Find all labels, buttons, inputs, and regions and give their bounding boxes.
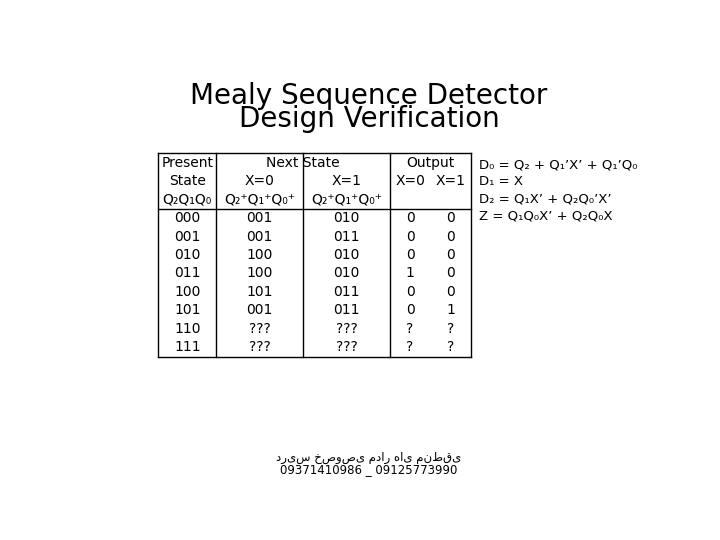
Text: 010: 010 <box>174 248 200 262</box>
Text: 0: 0 <box>405 230 415 244</box>
Text: Q₂⁺Q₁⁺Q₀⁺: Q₂⁺Q₁⁺Q₀⁺ <box>224 193 295 206</box>
Text: 1: 1 <box>405 266 415 280</box>
Text: 010: 010 <box>333 248 360 262</box>
Text: ???: ??? <box>336 322 357 336</box>
Text: 011: 011 <box>333 230 360 244</box>
Text: 0: 0 <box>446 248 455 262</box>
Text: ?: ? <box>446 322 454 336</box>
Text: ?: ? <box>407 322 414 336</box>
Text: 011: 011 <box>333 285 360 299</box>
Text: 001: 001 <box>246 211 273 225</box>
Text: 011: 011 <box>174 266 200 280</box>
Text: ???: ??? <box>249 340 271 354</box>
Text: State: State <box>168 174 206 188</box>
Text: 0: 0 <box>446 266 455 280</box>
Text: 0: 0 <box>405 248 415 262</box>
Text: دریس خصوصی مدار های منطقی: دریس خصوصی مدار های منطقی <box>276 451 462 464</box>
Text: 001: 001 <box>246 230 273 244</box>
Text: 010: 010 <box>333 211 360 225</box>
Text: 111: 111 <box>174 340 201 354</box>
Text: 001: 001 <box>246 303 273 318</box>
Text: ???: ??? <box>336 340 357 354</box>
Text: 100: 100 <box>246 266 273 280</box>
Text: ?: ? <box>446 340 454 354</box>
Text: Q₂Q₁Q₀: Q₂Q₁Q₀ <box>163 193 212 206</box>
Text: Q₂⁺Q₁⁺Q₀⁺: Q₂⁺Q₁⁺Q₀⁺ <box>311 193 382 206</box>
Text: 110: 110 <box>174 322 200 336</box>
Text: Design Verification: Design Verification <box>238 105 500 133</box>
Text: 101: 101 <box>174 303 200 318</box>
Text: D₂ = Q₁X’ + Q₂Q₀’X’: D₂ = Q₁X’ + Q₂Q₀’X’ <box>479 192 611 205</box>
Text: 0: 0 <box>405 211 415 225</box>
Text: 000: 000 <box>174 211 200 225</box>
Text: 0: 0 <box>405 285 415 299</box>
Text: 0: 0 <box>405 303 415 318</box>
Text: X=1: X=1 <box>331 174 361 188</box>
Text: 0: 0 <box>446 211 455 225</box>
Text: 1: 1 <box>446 303 455 318</box>
Text: Present: Present <box>161 156 213 170</box>
Text: 100: 100 <box>174 285 200 299</box>
Text: Mealy Sequence Detector: Mealy Sequence Detector <box>190 82 548 110</box>
Text: 011: 011 <box>333 303 360 318</box>
Text: 0: 0 <box>446 230 455 244</box>
Text: ???: ??? <box>249 322 271 336</box>
Text: X=1: X=1 <box>436 174 465 188</box>
Text: Next State: Next State <box>266 156 340 170</box>
Text: 001: 001 <box>174 230 200 244</box>
Text: D₁ = X: D₁ = X <box>479 176 523 188</box>
Text: ?: ? <box>407 340 414 354</box>
Text: X=0: X=0 <box>395 174 425 188</box>
Text: 100: 100 <box>246 248 273 262</box>
Text: 101: 101 <box>246 285 273 299</box>
Text: 0: 0 <box>446 285 455 299</box>
Text: Output: Output <box>406 156 454 170</box>
Text: Z = Q₁Q₀X’ + Q₂Q₀X: Z = Q₁Q₀X’ + Q₂Q₀X <box>479 209 613 222</box>
Text: 010: 010 <box>333 266 360 280</box>
Text: X=0: X=0 <box>245 174 274 188</box>
Text: D₀ = Q₂ + Q₁’X’ + Q₁’Q₀: D₀ = Q₂ + Q₁’X’ + Q₁’Q₀ <box>479 158 637 171</box>
Text: 09371410986 _ 09125773990: 09371410986 _ 09125773990 <box>280 463 458 476</box>
